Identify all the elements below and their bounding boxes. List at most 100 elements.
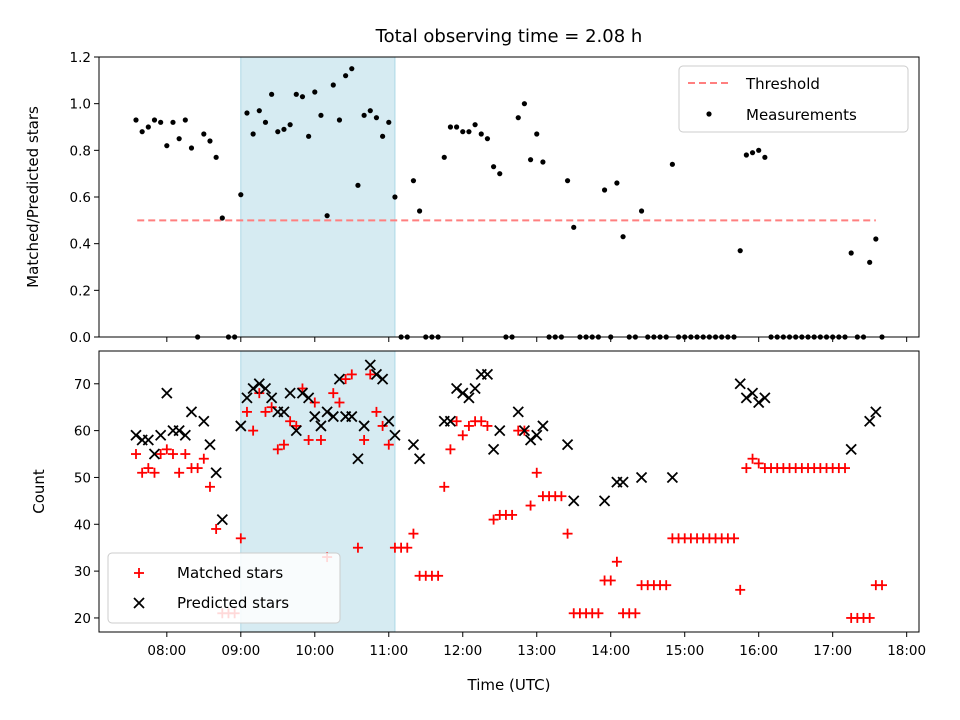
measurement-point — [244, 110, 250, 116]
matched-star-point — [661, 580, 672, 591]
measurement-point — [669, 161, 675, 167]
matched-star-point — [192, 463, 203, 474]
predicted-star-point — [321, 406, 333, 418]
x-tick-label: 10:00 — [295, 643, 334, 659]
matched-star-point — [457, 430, 468, 441]
matched-star-point — [167, 449, 178, 460]
matched-star-point — [254, 388, 265, 399]
y-tick-label: 0.0 — [70, 330, 91, 346]
matched-star-point — [476, 416, 487, 427]
predicted-star-point — [753, 396, 765, 409]
matched-star-point — [315, 434, 326, 445]
predicted-star-point — [278, 406, 290, 418]
predicted-star-point — [333, 373, 346, 385]
measurement-point — [380, 133, 386, 139]
x-tick-label: 08:00 — [147, 643, 186, 659]
predicted-star-point — [173, 424, 185, 437]
matched-star-point — [328, 388, 339, 399]
legend-box — [678, 65, 909, 133]
matched-star-point — [235, 533, 246, 544]
matched-star-point — [161, 444, 172, 455]
measurement-point — [614, 180, 620, 186]
measurement-point — [515, 115, 521, 121]
predicted-star-point — [845, 443, 857, 455]
predicted-star-point — [309, 410, 321, 423]
measurement-point — [848, 250, 854, 256]
predicted-star-point — [494, 424, 506, 437]
measurement-point — [478, 131, 484, 137]
measurement-point — [188, 145, 195, 151]
matched-star-point — [198, 453, 209, 464]
predicted-star-point — [666, 471, 679, 484]
measurement-point — [737, 248, 743, 254]
legend-threshold-label: Threshold — [745, 75, 820, 93]
matched-star-point — [735, 584, 746, 595]
predicted-star-point — [296, 387, 309, 399]
measurement-point — [361, 112, 367, 118]
predicted-star-point — [512, 406, 524, 418]
matched-star-point — [556, 491, 567, 502]
predicted-star-point — [148, 448, 161, 460]
predicted-star-point — [364, 359, 376, 371]
measurement-point — [281, 126, 287, 132]
predicted-star-point — [376, 373, 389, 385]
matched-star-point — [278, 439, 289, 450]
measurement-point — [336, 117, 343, 123]
matched-star-point — [488, 514, 499, 525]
y-tick-label: 40 — [74, 517, 91, 533]
matched-star-point — [155, 449, 166, 460]
measurement-point — [262, 119, 269, 125]
matched-star-point — [877, 580, 888, 591]
predicted-star-point — [302, 392, 315, 404]
matched-star-point — [402, 542, 413, 553]
x-tick-label: 11:00 — [369, 643, 408, 659]
matched-star-point — [593, 608, 604, 619]
matched-star-point — [143, 463, 154, 474]
predicted-star-point — [370, 368, 383, 381]
measurement-point — [762, 154, 768, 160]
measurement-point — [275, 129, 281, 135]
predicted-star-point — [734, 378, 746, 390]
measurement-point — [441, 154, 447, 160]
predicted-star-point — [290, 424, 302, 437]
legend: Threshold Measurements — [678, 65, 909, 133]
measurement-point — [324, 213, 330, 219]
predicted-star-point — [358, 420, 370, 432]
legend-matched-label: Matched stars — [177, 564, 283, 582]
y-tick-label: 60 — [74, 424, 91, 440]
y-tick-label: 0.2 — [70, 283, 91, 299]
matched-star-point — [285, 416, 296, 427]
measurement-point — [527, 157, 534, 163]
predicted-star-point — [155, 429, 167, 441]
measurement-point — [312, 89, 318, 95]
y-tick-label: 50 — [74, 470, 91, 486]
predicted-star-point — [635, 471, 648, 484]
measurement-point — [318, 112, 324, 118]
measurement-point — [219, 215, 225, 221]
measurement-point — [207, 138, 213, 144]
predicted-star-point — [568, 495, 580, 507]
predicted-star-point — [253, 378, 265, 390]
matched-star-point — [408, 528, 419, 539]
predicted-star-point — [198, 415, 210, 427]
matched-star-point — [562, 528, 573, 539]
measurement-point — [466, 129, 472, 135]
chart-title: Total observing time = 2.08 h — [375, 26, 643, 47]
predicted-star-point — [487, 443, 500, 455]
predicted-star-point — [284, 387, 296, 399]
x-tick-label: 13:00 — [517, 643, 556, 659]
predicted-star-point — [537, 420, 549, 432]
measurement-point — [170, 119, 176, 125]
matched-star-point — [371, 406, 382, 417]
matched-star-point — [346, 369, 357, 380]
measurement-point — [497, 171, 503, 177]
y-tick-label: 70 — [74, 377, 91, 393]
x-tick-label: 12:00 — [443, 643, 482, 659]
matched-star-point — [463, 420, 474, 431]
matched-star-point — [741, 463, 752, 474]
measurement-point — [306, 133, 312, 139]
matched-star-point — [611, 556, 622, 567]
matched-star-point — [241, 406, 252, 417]
measurement-point — [749, 150, 756, 156]
matched-star-point — [130, 449, 141, 460]
